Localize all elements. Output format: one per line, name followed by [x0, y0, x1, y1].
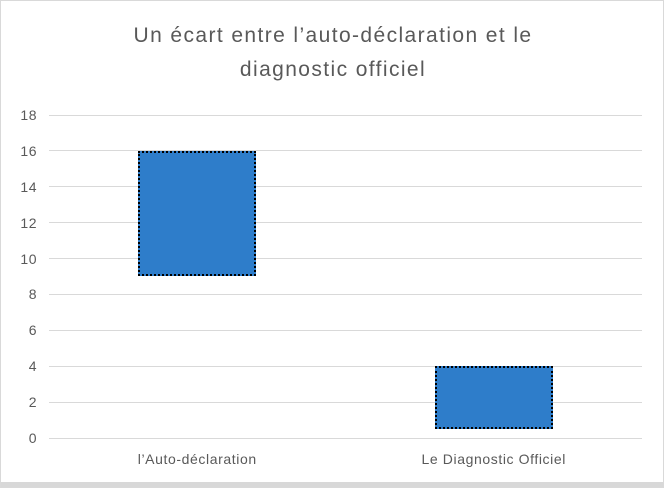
gridline — [49, 114, 642, 116]
x-axis-category-label: l’Auto-déclaration — [137, 451, 257, 467]
y-axis-tick-label: 14 — [20, 178, 37, 195]
y-axis-tick-label: 18 — [20, 107, 37, 123]
gridline — [49, 437, 642, 439]
gridline — [49, 329, 642, 331]
y-axis-tick-label: 16 — [20, 142, 37, 159]
y-axis-tick-label: 12 — [20, 214, 37, 231]
y-axis-tick-label: 0 — [28, 430, 37, 446]
y-axis-tick-label: 10 — [20, 250, 37, 267]
chart-title[interactable]: Un écart entre l’auto-déclaration et le … — [133, 24, 533, 81]
gridline — [49, 186, 642, 188]
y-axis-tick-label: 4 — [28, 358, 37, 375]
gridline — [49, 258, 642, 260]
bar-l-auto-declaration[interactable] — [138, 150, 257, 277]
y-axis-tick-label: 8 — [28, 286, 37, 303]
window-edge-strip — [1, 482, 663, 487]
y-axis-tick-label: 6 — [28, 322, 37, 339]
gridline — [49, 365, 642, 367]
gridline — [49, 150, 642, 152]
plot-area — [49, 114, 642, 439]
x-axis-category-label: Le Diagnostic Officiel — [421, 451, 566, 467]
gridline — [49, 293, 642, 295]
gridline — [49, 401, 642, 403]
y-axis-tick-label: 2 — [28, 394, 37, 411]
gridline — [49, 222, 642, 224]
bar-le-diagnostic-officiel[interactable] — [434, 366, 553, 430]
